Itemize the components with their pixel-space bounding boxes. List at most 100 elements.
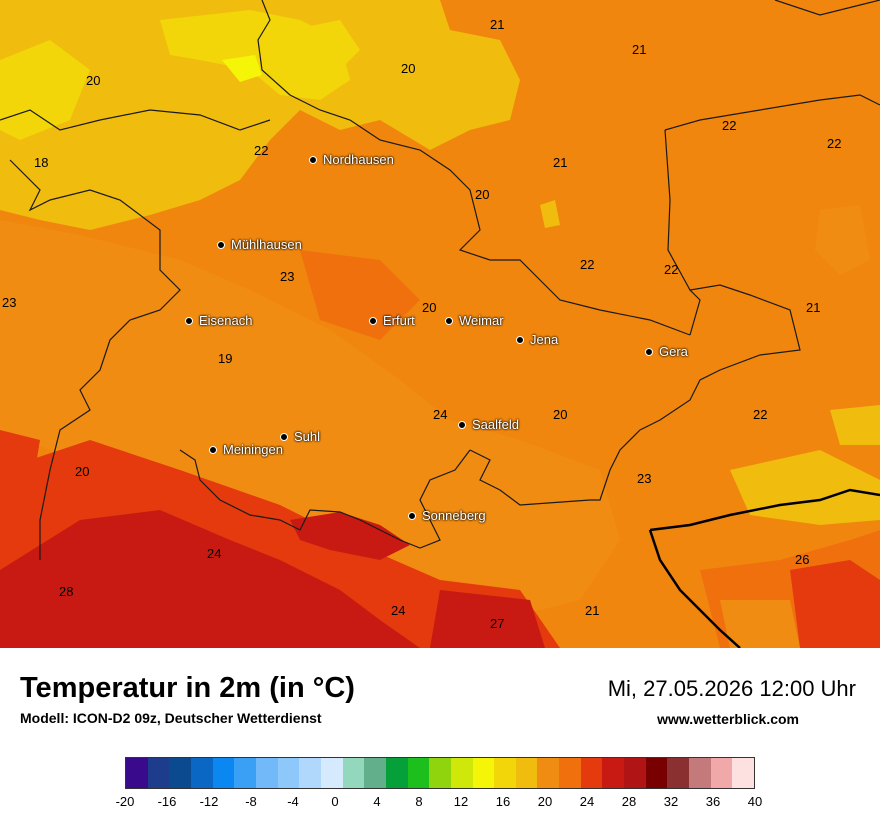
legend-swatch (450, 758, 473, 788)
city-weimar[interactable]: Weimar (445, 313, 504, 328)
city-label: Mühlhausen (231, 237, 302, 252)
city-nordhausen[interactable]: Nordhausen (309, 152, 394, 167)
legend-tick-label: 20 (537, 794, 553, 809)
city-sonneberg[interactable]: Sonneberg (408, 508, 486, 523)
legend-swatch (342, 758, 365, 788)
legend-tick-label: 4 (373, 794, 381, 809)
city-dot-icon (516, 335, 524, 344)
temp-label: 23 (2, 295, 17, 310)
city-jena[interactable]: Jena (516, 332, 558, 347)
temp-label: 22 (580, 257, 595, 272)
city-dot-icon (458, 420, 466, 429)
legend-swatch (277, 758, 300, 788)
city-label: Suhl (294, 429, 321, 444)
temp-label: 18 (34, 155, 49, 170)
city-label: Gera (659, 344, 688, 359)
temp-label: 22 (254, 143, 269, 158)
temp-label: 20 (401, 61, 416, 76)
legend-swatch (126, 758, 148, 788)
city-dot-icon (280, 432, 288, 441)
legend-swatch (255, 758, 278, 788)
temp-label: 22 (827, 136, 842, 151)
legend-swatch (429, 758, 451, 788)
legend-swatch (667, 758, 690, 788)
city-meiningen[interactable]: Meiningen (209, 442, 283, 457)
temp-label: 20 (422, 300, 437, 315)
legend-tick-label: -8 (245, 794, 257, 809)
legend-swatch (472, 758, 495, 788)
footer: Temperatur in 2m (in °C) Modell: ICON-D2… (0, 648, 880, 830)
city-label: Meiningen (223, 442, 283, 457)
legend-tick-label: -20 (115, 794, 135, 809)
temp-label: 20 (86, 73, 101, 88)
city-erfurt[interactable]: Erfurt (369, 313, 415, 328)
legend-swatch (515, 758, 538, 788)
temp-label: 28 (59, 584, 74, 599)
map-title: Temperatur in 2m (in °C) (20, 672, 355, 704)
legend-swatch (320, 758, 343, 788)
temp-label: 21 (806, 300, 821, 315)
legend-tick-label: 8 (415, 794, 423, 809)
legend-swatch (407, 758, 430, 788)
temp-label: 21 (632, 42, 647, 57)
legend-swatch (364, 758, 386, 788)
temp-label: 24 (207, 546, 222, 561)
city-eisenach[interactable]: Eisenach (185, 313, 252, 328)
legend-swatch (710, 758, 733, 788)
city-suhl[interactable]: Suhl (280, 429, 320, 444)
legend-swatch (732, 758, 755, 788)
legend-tick-label: 12 (453, 794, 469, 809)
legend-tick-label: -4 (287, 794, 299, 809)
temp-label: 20 (553, 407, 568, 422)
city-dot-icon (645, 347, 653, 356)
temp-label: 21 (553, 155, 568, 170)
legend-swatch (689, 758, 711, 788)
city-dot-icon (369, 316, 377, 325)
color-legend (125, 757, 755, 789)
temperature-map[interactable]: 21 21 20 20 22 22 18 22 21 20 23 22 22 2… (0, 0, 880, 649)
legend-swatch (494, 758, 516, 788)
legend-tick-label: 24 (579, 794, 595, 809)
city-dot-icon (309, 155, 317, 164)
legend-tick-label: 28 (621, 794, 637, 809)
legend-tick-label: 40 (747, 794, 763, 809)
legend-swatch (559, 758, 581, 788)
legend-tick-label: -12 (199, 794, 219, 809)
city-muehlhausen[interactable]: Mühlhausen (217, 237, 302, 252)
city-dot-icon (408, 511, 416, 520)
city-dot-icon (217, 240, 225, 249)
temp-label: 22 (664, 262, 679, 277)
legend-swatch (190, 758, 213, 788)
legend-tick-label: 16 (495, 794, 511, 809)
city-label: Weimar (459, 313, 504, 328)
temp-label: 20 (75, 464, 90, 479)
temp-label: 22 (753, 407, 768, 422)
model-info: Modell: ICON-D2 09z, Deutscher Wetterdie… (20, 710, 322, 726)
city-label: Nordhausen (323, 152, 394, 167)
legend-tick-label: -16 (157, 794, 177, 809)
temp-label: 21 (490, 17, 505, 32)
legend-swatch (299, 758, 321, 788)
legend-swatch (645, 758, 668, 788)
city-dot-icon (185, 316, 193, 325)
city-dot-icon (445, 316, 453, 325)
temp-label: 24 (391, 603, 406, 618)
legend-swatch (580, 758, 603, 788)
city-label: Erfurt (383, 313, 415, 328)
temp-label: 24 (433, 407, 448, 422)
temp-label: 26 (795, 552, 810, 567)
website-link[interactable]: www.wetterblick.com (657, 711, 799, 727)
legend-swatch (212, 758, 235, 788)
temp-label: 27 (490, 616, 505, 631)
map-canvas (0, 0, 880, 649)
city-dot-icon (209, 445, 217, 454)
city-saalfeld[interactable]: Saalfeld (458, 417, 519, 432)
city-gera[interactable]: Gera (645, 344, 688, 359)
city-label: Eisenach (199, 313, 253, 328)
legend-tick-label: 32 (663, 794, 679, 809)
legend-swatch (537, 758, 560, 788)
city-label: Jena (530, 332, 559, 347)
temp-label: 23 (637, 471, 652, 486)
forecast-datetime: Mi, 27.05.2026 12:00 Uhr (607, 676, 856, 701)
temp-label: 21 (585, 603, 600, 618)
